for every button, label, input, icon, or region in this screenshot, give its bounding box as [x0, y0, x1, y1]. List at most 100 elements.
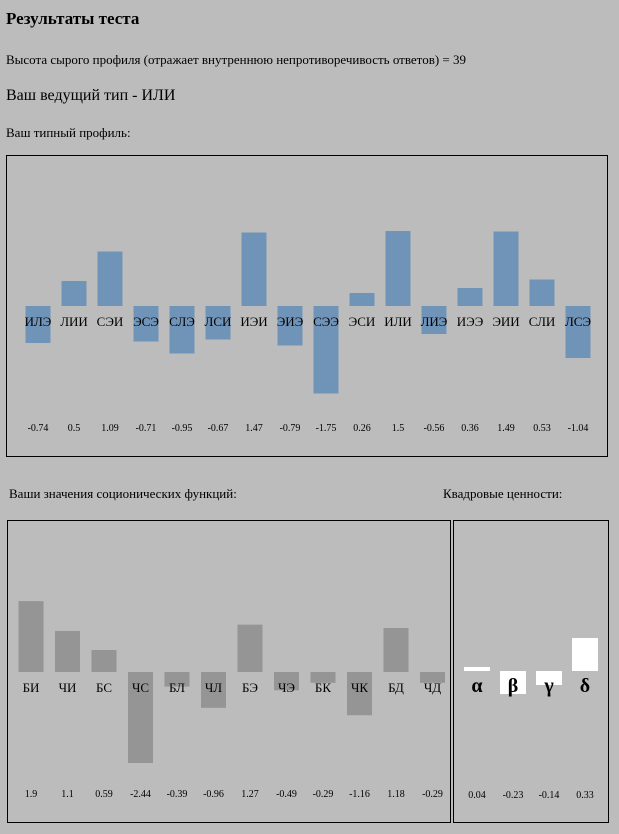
function-value-label: -2.44 — [130, 789, 151, 800]
function-category-label: ЧД — [424, 680, 441, 695]
quadra-chart-frame: α 0.04 β -0.23 γ -0.14 δ 0.33 — [453, 520, 609, 823]
quadra-chart: α 0.04 β -0.23 γ -0.14 δ 0.33 — [464, 638, 598, 801]
quadra-category-label: α — [471, 675, 482, 697]
type-profile-category-label: СЛЭ — [169, 314, 195, 329]
type-profile-value-label: -1.75 — [316, 423, 337, 434]
type-profile-category-label: ИЭИ — [240, 314, 267, 329]
quadra-bar — [464, 667, 490, 671]
function-category-label: БИ — [23, 680, 40, 695]
type-profile-bar — [133, 306, 159, 342]
type-profile-category-label: ИЭЭ — [457, 314, 484, 329]
type-profile-value-label: -0.71 — [136, 423, 157, 434]
type-profile-bar — [349, 293, 375, 306]
function-value-label: -0.96 — [203, 789, 224, 800]
function-bar — [347, 672, 372, 716]
function-bar — [128, 672, 153, 764]
quadra-category-label: γ — [543, 675, 554, 697]
function-bar — [237, 624, 263, 672]
type-profile-label: Ваш типный профиль: — [6, 125, 131, 140]
function-category-label: ЧС — [132, 680, 149, 695]
type-profile-category-label: СЭИ — [97, 314, 124, 329]
type-profile-value-label: 0.36 — [461, 423, 479, 434]
function-value-label: -0.49 — [276, 789, 297, 800]
page-title: Результаты теста — [6, 9, 140, 28]
quadra-value-label: -0.14 — [539, 790, 560, 801]
function-bar — [164, 672, 190, 687]
function-category-label: ЧИ — [59, 680, 77, 695]
type-profile-category-label: ЭСИ — [349, 314, 376, 329]
functions-chart-frame: БИ 1.9 ЧИ 1.1 БС 0.59 ЧС -2.44 БЛ -0.39 ЧЛ -0.96 БЭ 1… — [7, 520, 451, 823]
quadra-bar — [536, 671, 562, 685]
function-category-label: БЭ — [242, 680, 258, 695]
functions-chart: БИ 1.9 ЧИ 1.1 БС 0.59 ЧС -2.44 БЛ -0.39 ЧЛ -0.96 БЭ 1… — [18, 601, 445, 800]
type-profile-category-label: СЛИ — [529, 314, 556, 329]
quadra-value-label: 0.33 — [576, 790, 594, 801]
type-profile-value-label: -0.95 — [172, 423, 193, 434]
type-profile-bar — [241, 232, 267, 306]
function-bar — [55, 630, 80, 672]
type-profile-value-label: 0.5 — [68, 423, 81, 434]
function-value-label: -0.29 — [422, 789, 443, 800]
type-profile-bar — [457, 288, 483, 306]
quadra-bar — [500, 671, 526, 694]
type-profile-value-label: -0.56 — [424, 423, 445, 434]
type-profile-category-label: ИЛИ — [384, 314, 412, 329]
type-profile-value-label: 1.47 — [245, 423, 263, 434]
function-bar — [383, 627, 409, 672]
type-profile-bar — [97, 251, 123, 306]
function-bar — [420, 672, 445, 683]
function-value-label: 1.1 — [61, 789, 74, 800]
function-value-label: 1.27 — [241, 789, 259, 800]
type-profile-bar — [493, 231, 519, 306]
raw-profile-height: Высота сырого профиля (отражает внутренн… — [6, 52, 466, 67]
type-profile-value-label: -0.67 — [208, 423, 229, 434]
function-value-label: -1.16 — [349, 789, 370, 800]
type-profile-bar — [61, 281, 87, 306]
type-profile-category-label: ЛИИ — [60, 314, 88, 329]
function-bar — [310, 672, 336, 683]
function-bar — [201, 672, 226, 708]
function-category-label: ЧЭ — [278, 680, 295, 695]
function-value-label: 0.59 — [95, 789, 113, 800]
type-profile-bar — [169, 306, 195, 354]
type-profile-bar — [25, 306, 51, 343]
type-profile-category-label: ЭИИ — [492, 314, 519, 329]
type-profile-category-label: ЛИЭ — [421, 314, 448, 329]
function-bar — [18, 601, 44, 672]
function-category-label: БЛ — [169, 680, 185, 695]
type-profile-bar — [529, 279, 555, 306]
function-category-label: БС — [96, 680, 112, 695]
function-bar — [274, 672, 299, 691]
type-profile-category-label: ЛСЭ — [565, 314, 591, 329]
type-profile-value-label: -0.79 — [280, 423, 301, 434]
type-profile-value-label: 0.53 — [533, 423, 551, 434]
function-category-label: БК — [315, 680, 331, 695]
quadra-value-label: -0.23 — [503, 790, 524, 801]
type-profile-category-label: СЭЭ — [313, 314, 339, 329]
function-category-label: ЧК — [351, 680, 368, 695]
type-profile-value-label: 1.09 — [101, 423, 119, 434]
type-profile-category-label: ЛСИ — [205, 314, 232, 329]
quadra-label: Квадровые ценности: — [443, 486, 563, 501]
function-bar — [91, 649, 117, 672]
type-profile-value-label: -0.74 — [28, 423, 49, 434]
type-profile-category-label: ЭСЭ — [133, 314, 159, 329]
type-profile-chart-frame: ИЛЭ -0.74 ЛИИ 0.5 СЭИ 1.09 ЭСЭ -0.71 СЛЭ -0.95 ЛСИ… — [6, 155, 608, 457]
type-profile-chart: ИЛЭ -0.74 ЛИИ 0.5 СЭИ 1.09 ЭСЭ -0.71 СЛЭ -0.95 ЛСИ… — [25, 231, 591, 434]
function-value-label: -0.39 — [167, 789, 188, 800]
function-category-label: ЧЛ — [205, 680, 222, 695]
quadra-bar — [572, 638, 598, 671]
quadra-value-label: 0.04 — [468, 790, 486, 801]
type-profile-value-label: 1.5 — [392, 423, 405, 434]
type-profile-bar — [277, 306, 303, 346]
quadra-category-label: β — [508, 675, 519, 697]
leading-type: Ваш ведущий тип - ИЛИ — [6, 87, 176, 104]
function-value-label: 1.18 — [387, 789, 405, 800]
type-profile-bar — [421, 306, 447, 334]
type-profile-bar — [565, 306, 591, 358]
type-profile-value-label: -1.04 — [568, 423, 589, 434]
type-profile-value-label: 0.26 — [353, 423, 371, 434]
functions-label: Ваши значения соционических функций: — [9, 486, 237, 501]
type-profile-category-label: ЭИЭ — [277, 314, 304, 329]
type-profile-value-label: 1.49 — [497, 423, 515, 434]
